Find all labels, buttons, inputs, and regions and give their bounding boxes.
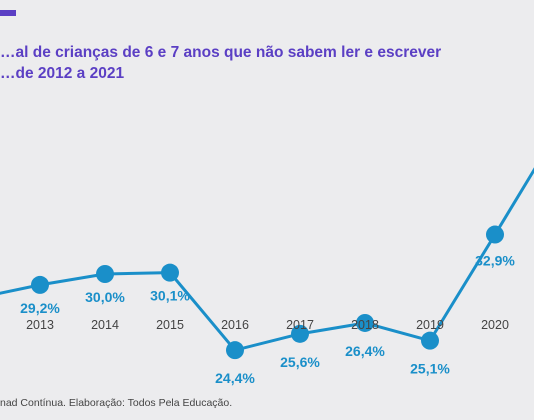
data-point-2020 bbox=[486, 225, 504, 244]
data-label-2013: 29,2% bbox=[20, 300, 60, 316]
data-label-2018: 26,4% bbox=[345, 343, 385, 359]
data-label-2016: 24,4% bbox=[215, 370, 255, 386]
data-label-2017: 25,6% bbox=[280, 354, 320, 370]
chart-title-block: …al de crianças de 6 e 7 anos que não sa… bbox=[0, 42, 441, 84]
series-line bbox=[0, 167, 534, 352]
data-point-2018 bbox=[356, 313, 374, 332]
data-point-2017 bbox=[291, 324, 309, 343]
chart-subtitle: …de 2012 a 2021 bbox=[0, 65, 125, 82]
data-label-2015: 30,1% bbox=[150, 288, 190, 304]
data-point-2014 bbox=[96, 265, 114, 283]
x-tick-label-2017: 2017 bbox=[286, 318, 314, 332]
data-label-2019: 25,1% bbox=[410, 361, 450, 377]
data-point-2019 bbox=[421, 331, 439, 350]
data-point-2013 bbox=[31, 275, 49, 294]
x-tick-label-2013: 2013 bbox=[26, 318, 54, 332]
x-tick-label-2014: 2014 bbox=[91, 318, 119, 332]
x-tick-label-2020: 2020 bbox=[481, 318, 509, 332]
data-label-2020: 32,9% bbox=[475, 253, 515, 269]
data-point-2016 bbox=[226, 341, 244, 360]
x-tick-label-2018: 2018 bbox=[351, 318, 379, 332]
x-tick-label-2015: 2015 bbox=[156, 318, 184, 332]
header-accent-mark bbox=[0, 10, 16, 16]
x-tick-label-2016: 2016 bbox=[221, 318, 249, 332]
x-tick-label-2019: 2019 bbox=[416, 318, 444, 332]
data-point-2015 bbox=[161, 263, 179, 282]
source-note: nad Contínua. Elaboração: Todos Pela Edu… bbox=[0, 397, 233, 409]
data-label-2014: 30,0% bbox=[85, 289, 125, 305]
chart-title: …al de crianças de 6 e 7 anos que não sa… bbox=[0, 44, 442, 61]
